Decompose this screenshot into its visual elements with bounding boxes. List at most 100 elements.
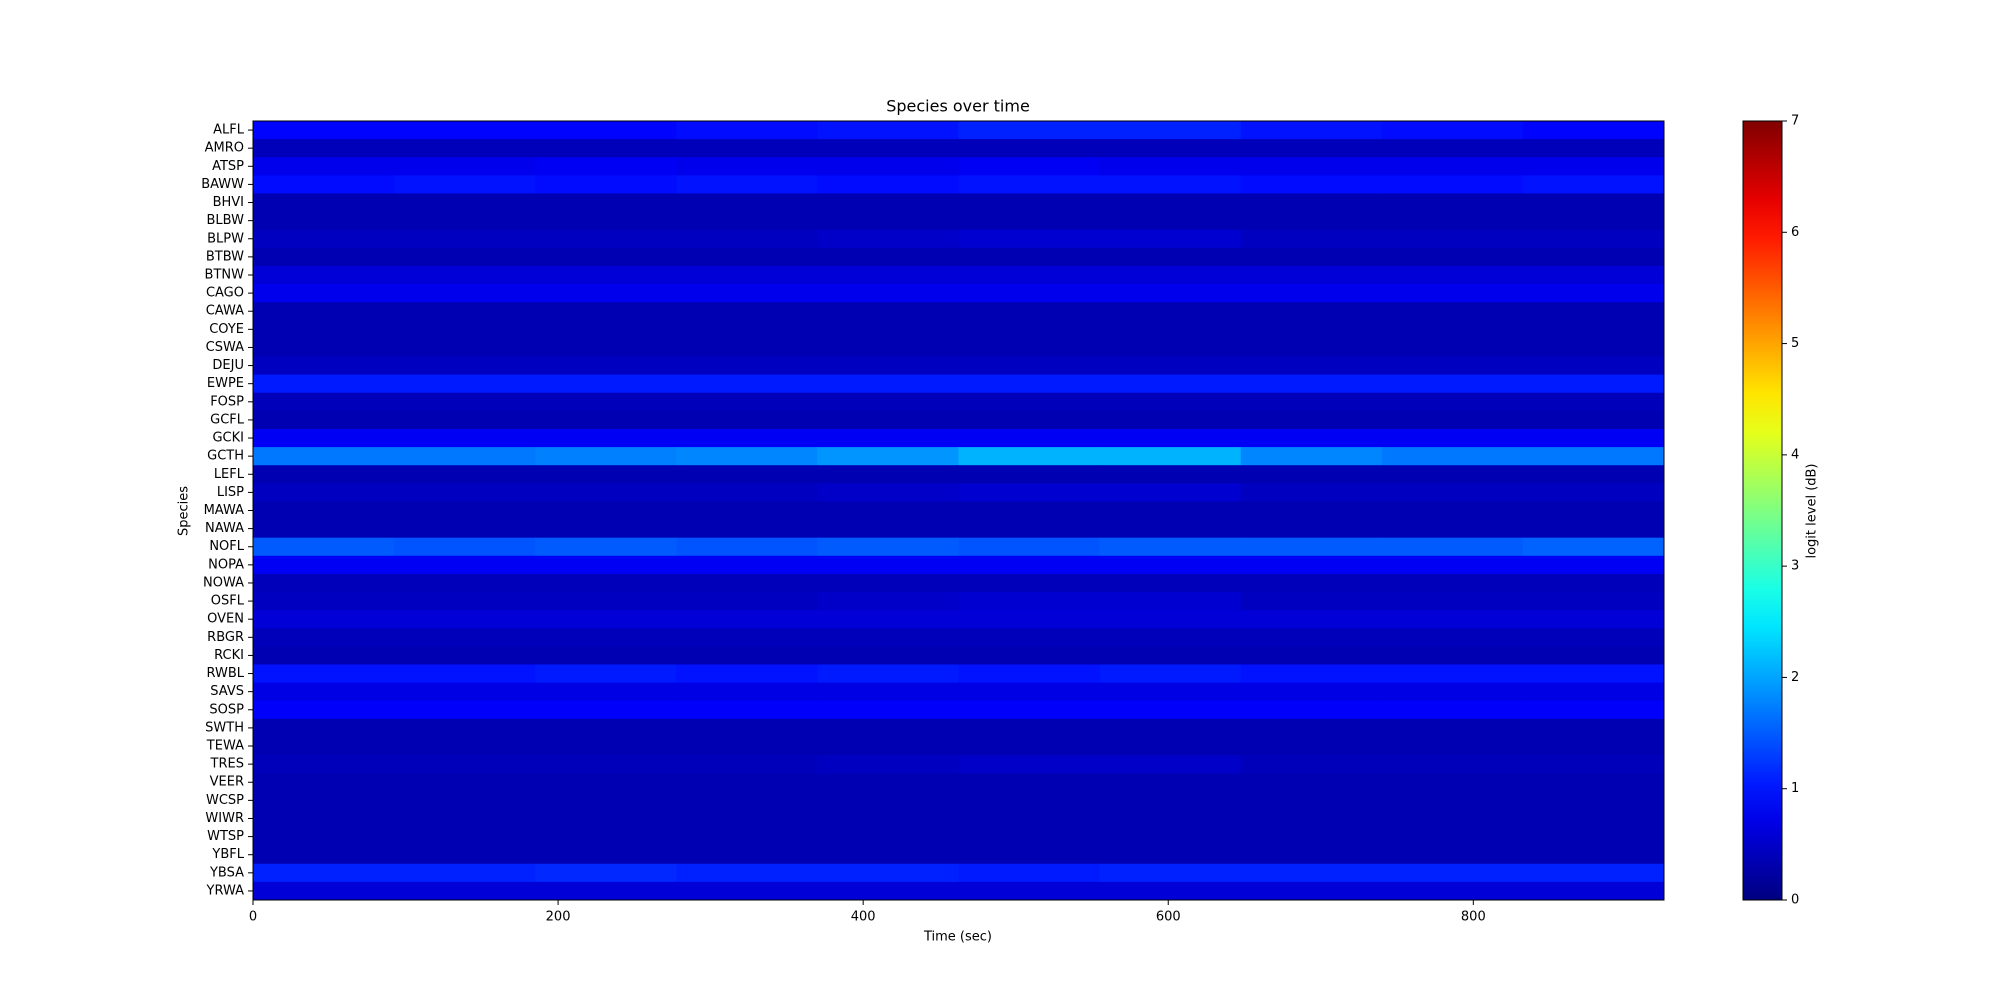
heat-cell (253, 211, 395, 231)
y-tick-label: BLBW (207, 213, 245, 228)
heat-cell (1522, 501, 1665, 521)
y-tick-label: RCKI (214, 648, 244, 663)
x-tick-label: 200 (546, 910, 571, 925)
heat-cell (1381, 628, 1524, 647)
colorbar-tick-label: 2 (1791, 670, 1799, 685)
heat-cell (394, 447, 536, 466)
heat-cell (535, 229, 677, 249)
heat-cell (1099, 157, 1242, 176)
heat-cell (394, 410, 536, 430)
heat-cell (1522, 465, 1665, 484)
colorbar (1742, 120, 1783, 901)
x-axis-label: Time (sec) (923, 930, 992, 945)
heat-cell (817, 501, 959, 521)
x-tick-label: 800 (1461, 910, 1486, 925)
heat-cell (817, 755, 959, 774)
heat-cell (817, 392, 959, 412)
heat-cell (676, 139, 818, 158)
heat-cell (958, 265, 1101, 285)
chart-title: Species over time (886, 97, 1030, 116)
heat-cell (1381, 791, 1524, 810)
heat-cell (1381, 265, 1524, 285)
heat-cell (817, 447, 959, 466)
heat-cell (1381, 501, 1524, 521)
heat-cell (676, 537, 818, 557)
heat-cell (1240, 338, 1383, 358)
heat-cell (253, 175, 395, 194)
heat-cell (1240, 447, 1383, 466)
heat-cell (1522, 610, 1665, 629)
heat-cell (676, 791, 818, 810)
heat-cell (535, 863, 677, 883)
heat-cell (1099, 302, 1242, 321)
heat-cell (676, 356, 818, 376)
heat-cell (253, 121, 395, 140)
y-tick-label: YBFL (211, 847, 244, 862)
y-tick-label: NOWA (203, 575, 244, 590)
heat-cell (1240, 121, 1383, 140)
heat-cell (817, 338, 959, 358)
y-tick-label: AMRO (205, 141, 244, 156)
colorbar-tick-label: 4 (1791, 447, 1799, 462)
heat-cell (1240, 646, 1383, 665)
heat-cell (1381, 682, 1524, 702)
heat-cell (253, 320, 395, 339)
heat-cell (1381, 592, 1524, 611)
heat-cell (958, 700, 1101, 720)
heat-cell (958, 628, 1101, 647)
heat-cell (394, 646, 536, 665)
heat-cell (1099, 465, 1242, 484)
heat-cell (817, 229, 959, 249)
heat-cell (958, 284, 1101, 303)
heat-cell (676, 863, 818, 883)
heat-cell (1522, 229, 1665, 249)
heat-cell (1240, 700, 1383, 720)
heat-cell (394, 664, 536, 684)
heat-cell (1240, 374, 1383, 394)
heat-cell (394, 320, 536, 339)
heat-cell (1381, 139, 1524, 158)
y-tick-label: VEER (210, 775, 244, 790)
heat-cell (394, 374, 536, 394)
heat-cell (1381, 374, 1524, 394)
y-tick-label: CAGO (206, 286, 244, 301)
heat-cell (958, 845, 1101, 865)
y-tick-label: GCTH (207, 449, 244, 464)
heat-cell (253, 628, 395, 647)
heat-cell (1240, 736, 1383, 756)
heat-cell (394, 682, 536, 702)
colorbar-tick-label: 6 (1791, 225, 1799, 240)
heat-cell (535, 664, 677, 684)
heat-cell (958, 682, 1101, 702)
heat-cell (1099, 175, 1242, 194)
heat-cell (1522, 592, 1665, 611)
heat-cell (817, 664, 959, 684)
heat-cell (817, 537, 959, 557)
y-tick-label: NAWA (205, 521, 244, 536)
heat-cell (535, 465, 677, 484)
heat-cell (1381, 664, 1524, 684)
heat-cell (253, 193, 395, 213)
heat-cell (253, 157, 395, 176)
heat-cell (817, 592, 959, 611)
heat-cell (1522, 483, 1665, 502)
heat-cell (676, 483, 818, 502)
heat-cell (1099, 374, 1242, 394)
heat-cell (1099, 447, 1242, 466)
heat-cell (1240, 320, 1383, 339)
heat-cell (958, 555, 1101, 575)
heat-cell (958, 302, 1101, 321)
heat-cell (1240, 302, 1383, 321)
y-tick-label: YBSA (209, 865, 244, 880)
heat-cell (253, 356, 395, 376)
heat-cell (817, 211, 959, 231)
x-tick-label: 600 (1156, 910, 1181, 925)
heat-cell (1381, 229, 1524, 249)
y-tick-label: BTNW (205, 267, 245, 282)
heat-cell (676, 465, 818, 484)
heat-cell (1240, 809, 1383, 829)
heat-cell (1240, 265, 1383, 285)
heat-cell (817, 428, 959, 448)
heat-cell (394, 265, 536, 285)
